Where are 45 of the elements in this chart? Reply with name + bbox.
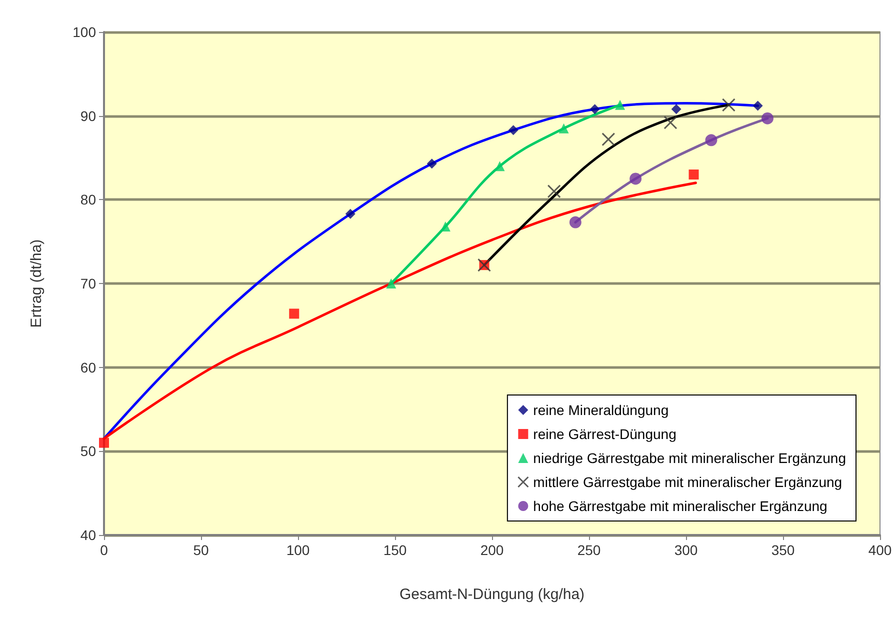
- x-tick-label: 300: [674, 542, 698, 558]
- legend-label: reine Mineraldüngung: [533, 402, 669, 418]
- legend-label: mittlere Gärrestgabe mit mineralischer Ergänzung: [533, 474, 842, 490]
- point: [664, 116, 678, 130]
- x-tick-label: 0: [100, 542, 108, 558]
- legend-label: niedrige Gärrestgabe mit mineralischer Ergänzung: [533, 450, 846, 466]
- x-tick-label: 100: [286, 542, 310, 558]
- y-tick-label: 80: [80, 192, 96, 208]
- x-tick-label: 150: [383, 542, 407, 558]
- y-tick-label: 60: [80, 359, 96, 376]
- point: [615, 100, 626, 110]
- point: [752, 100, 763, 111]
- y-tick-label: 100: [72, 24, 96, 40]
- point: [547, 184, 561, 198]
- point: [494, 161, 505, 172]
- legend-label: hohe Gärrestgabe mit mineralischer Ergänzung: [533, 498, 828, 514]
- x-axis-title: Gesamt-N-Düngung (kg/ha): [399, 586, 585, 603]
- y-tick-label: 50: [80, 443, 96, 460]
- y-tick-label: 90: [80, 108, 96, 124]
- x-tick-label: 400: [868, 542, 892, 558]
- point: [688, 170, 699, 180]
- point: [440, 221, 450, 232]
- point: [558, 123, 569, 134]
- x-tick-label: 200: [480, 542, 504, 558]
- point: [761, 112, 774, 124]
- x-tick-label: 50: [193, 542, 209, 558]
- point: [722, 98, 736, 112]
- point: [345, 208, 356, 219]
- point: [602, 132, 616, 146]
- point: [569, 216, 582, 228]
- y-axis-title: Ertrag (dt/ha): [28, 239, 45, 328]
- x-tick-label: 250: [577, 542, 601, 558]
- point: [289, 308, 300, 319]
- point: [705, 134, 718, 146]
- point: [99, 438, 109, 448]
- point: [508, 125, 518, 136]
- point: [671, 104, 682, 114]
- y-tick-label: 70: [80, 276, 96, 292]
- point: [386, 278, 396, 288]
- point: [426, 158, 437, 169]
- point: [590, 104, 600, 114]
- y-tick-label: 40: [80, 527, 96, 543]
- point: [630, 172, 642, 185]
- x-tick-label: 350: [771, 542, 795, 558]
- legend-label: reine Gärrest-Düngung: [533, 426, 676, 442]
